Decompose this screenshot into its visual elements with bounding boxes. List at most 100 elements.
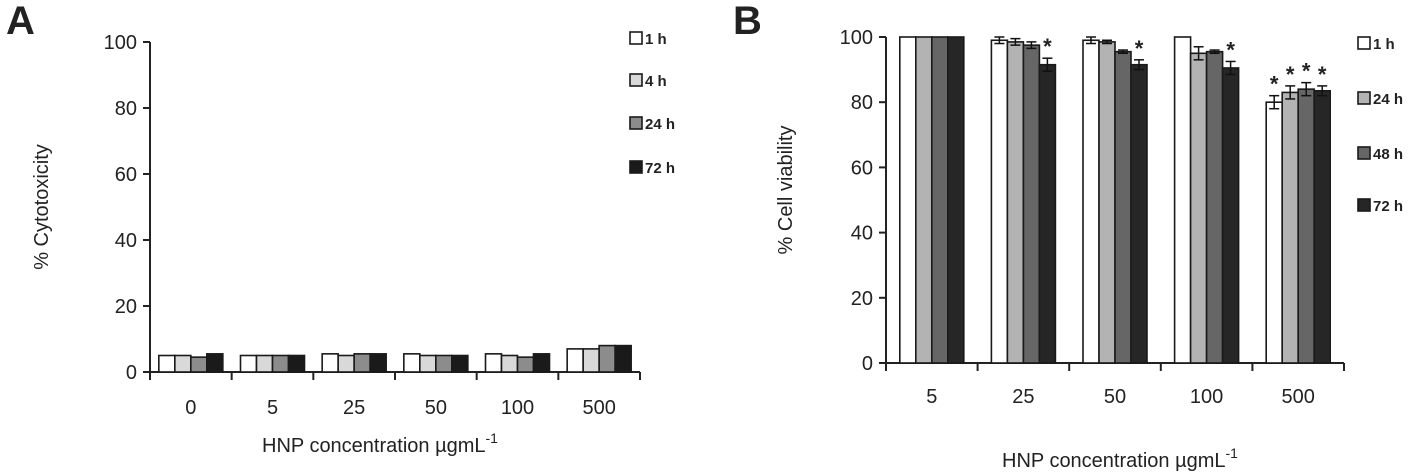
bar	[532, 353, 551, 373]
bar	[369, 353, 387, 373]
bar	[353, 353, 371, 373]
y-tick-label: 40	[851, 223, 873, 245]
x-axis-label: HNP concentration µgmL-1	[1002, 445, 1238, 472]
significance-marker: *	[1226, 37, 1235, 62]
legend-label: 1 h	[1373, 36, 1395, 53]
significance-marker: *	[1286, 62, 1295, 87]
y-axis-label: % Cell viability	[775, 126, 797, 255]
significance-marker: *	[1270, 72, 1279, 97]
x-axis-label-text: HNP concentration µgmL	[1002, 450, 1226, 472]
bar	[174, 354, 192, 373]
legend-label: 24 h	[645, 116, 675, 133]
significance-marker: *	[1043, 34, 1052, 59]
legend-swatch	[629, 73, 643, 87]
bar	[337, 354, 355, 373]
y-tick-label: 60	[851, 157, 873, 179]
y-tick-label: 0	[126, 362, 137, 384]
bar	[930, 36, 949, 364]
bar	[321, 353, 339, 373]
x-tick-label: 50	[425, 397, 447, 419]
significance-marker: *	[1302, 59, 1311, 84]
x-axis-label-superscript: -1	[1226, 445, 1239, 461]
panel-label: A	[6, 0, 35, 43]
y-tick-label: 80	[115, 98, 137, 120]
bar	[1114, 50, 1132, 364]
y-tick-label: 100	[104, 32, 137, 54]
bar	[1265, 101, 1283, 364]
y-tick-label: 40	[115, 230, 137, 252]
x-tick-label: 500	[582, 397, 615, 419]
legend-label: 1 h	[645, 31, 667, 48]
x-tick-label: 0	[185, 397, 196, 419]
bar	[1022, 44, 1041, 364]
y-tick-label: 80	[851, 92, 873, 114]
y-tick-label: 100	[840, 27, 873, 49]
bar	[239, 354, 258, 373]
bar	[435, 354, 453, 373]
legend-swatch	[1357, 198, 1371, 212]
bar	[206, 353, 224, 373]
x-tick-label: 25	[343, 397, 365, 419]
x-axis-label: HNP concentration µgmL-1	[262, 430, 498, 457]
bar	[1006, 41, 1025, 364]
bar	[1281, 91, 1299, 364]
bar	[614, 344, 632, 373]
bar	[1098, 41, 1116, 364]
bar	[1313, 89, 1331, 364]
bar	[419, 354, 437, 373]
y-tick-label: 60	[115, 164, 137, 186]
bar	[1297, 88, 1315, 364]
legend-swatch	[629, 160, 643, 174]
bar	[1038, 63, 1057, 364]
bar	[566, 348, 584, 373]
legend-label: 48 h	[1373, 146, 1403, 163]
legend-swatch	[629, 116, 643, 130]
x-axis-label-text: HNP concentration µgmL	[262, 435, 486, 457]
bar	[898, 36, 917, 364]
bar	[946, 36, 965, 364]
bar	[516, 356, 535, 373]
bar	[1205, 50, 1224, 364]
y-axis-label: % Cytotoxicity	[31, 144, 53, 270]
x-tick-label: 100	[501, 397, 534, 419]
x-axis-label-superscript: -1	[486, 430, 499, 446]
x-tick-label: 100	[1190, 386, 1223, 408]
bar	[598, 344, 616, 373]
bar	[1130, 63, 1148, 364]
chart-panel-a: A 0 20 40 60 80 100 0 5 25 50 100 500 % Cytotoxicity H…	[6, 0, 675, 457]
x-tick-label: 25	[1012, 386, 1034, 408]
x-tick-label: 50	[1104, 386, 1126, 408]
bar	[451, 354, 469, 373]
bar	[403, 353, 421, 373]
y-tick-label: 20	[115, 296, 137, 318]
legend-swatch	[1357, 36, 1371, 50]
bar	[190, 356, 208, 373]
significance-marker: *	[1318, 62, 1327, 87]
bar	[484, 353, 503, 373]
bar	[1082, 39, 1100, 364]
bar	[914, 36, 933, 364]
x-tick-label: 5	[267, 397, 278, 419]
bar	[1173, 36, 1192, 364]
bar	[500, 354, 519, 373]
significance-marker: *	[1135, 36, 1144, 61]
bar	[990, 39, 1009, 364]
legend-label: 72 h	[1373, 198, 1403, 215]
legend-label: 4 h	[645, 73, 667, 90]
x-tick-label: 5	[926, 386, 937, 408]
bar	[158, 354, 176, 373]
bar	[1221, 67, 1240, 364]
bar	[271, 354, 290, 373]
bar	[255, 354, 274, 373]
bar	[582, 348, 600, 373]
legend-swatch	[629, 31, 643, 45]
y-tick-label: 0	[862, 353, 873, 375]
bar	[1189, 52, 1208, 364]
y-tick-label: 20	[851, 288, 873, 310]
legend-swatch	[1357, 146, 1371, 160]
x-tick-label: 500	[1282, 386, 1315, 408]
legend-label: 72 h	[645, 160, 675, 177]
bar	[287, 354, 306, 373]
legend-label: 24 h	[1373, 91, 1403, 108]
